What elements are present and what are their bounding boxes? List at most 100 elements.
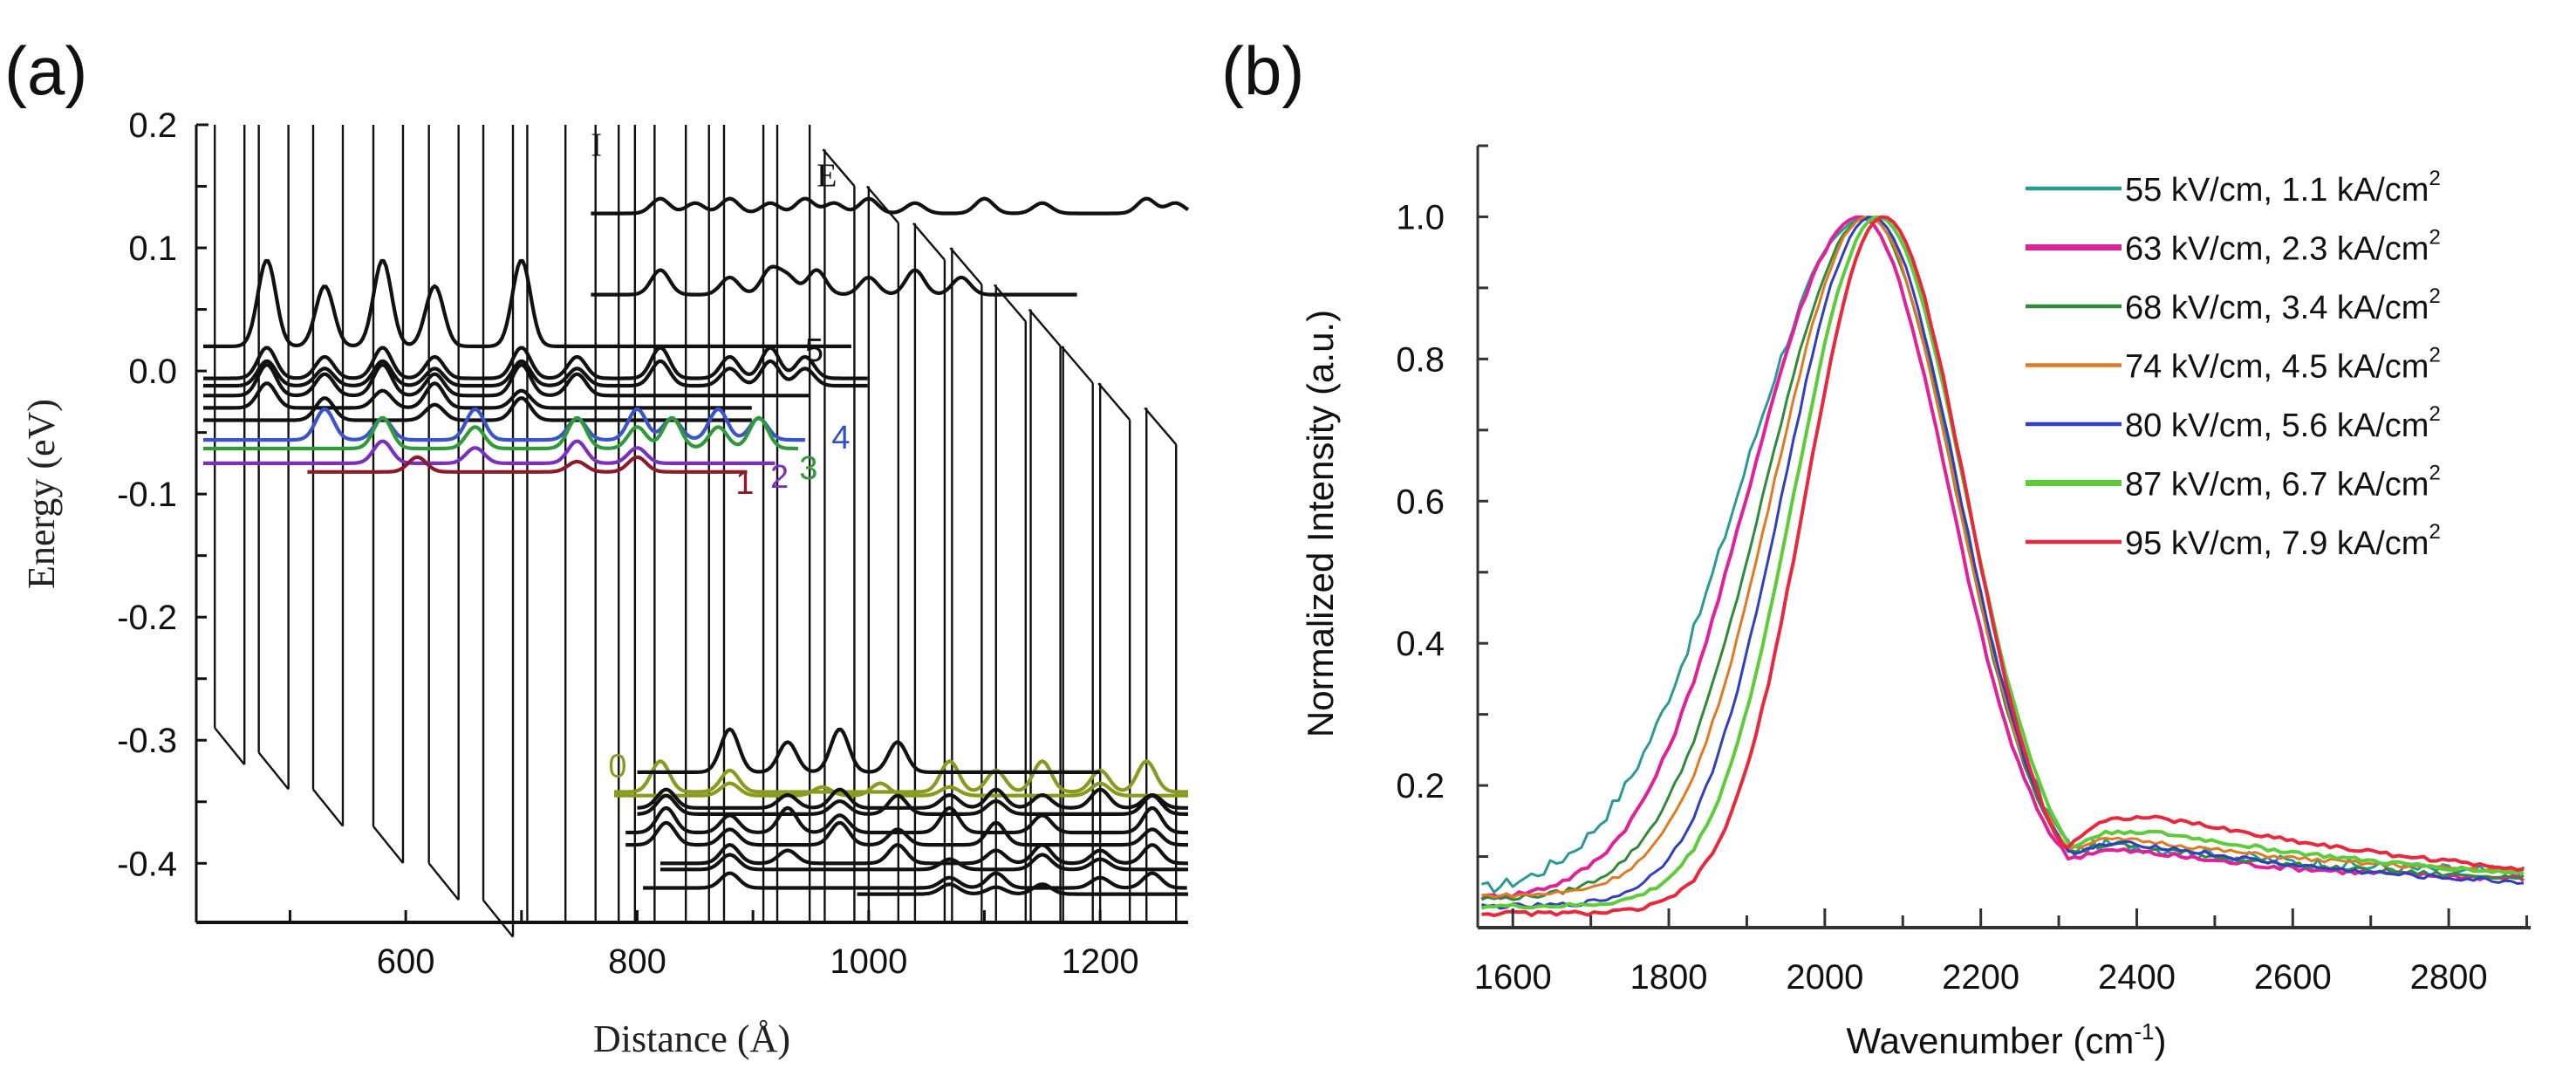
- well-slope-line: [1060, 346, 1094, 384]
- state-labels: 0 1 2 34 5: [608, 332, 850, 785]
- legend-label: 68 kV/cm, 3.4 kA/cm2: [2125, 284, 2441, 326]
- wavefunction-state-5c: [203, 359, 868, 388]
- y-axis-title-b: Normalized Intensity (a.u.): [1300, 310, 1341, 737]
- x-axis-title-b-main: Wavenumber (cm: [1847, 1020, 2135, 1061]
- state-label-2: 2: [770, 459, 789, 496]
- x-tick-label-b: 2200: [1942, 958, 2019, 997]
- y-tick-label-b: 0.4: [1396, 625, 1445, 663]
- legend-item: 68 kV/cm, 3.4 kA/cm2: [2026, 284, 2441, 326]
- wavefunction-black-d: [203, 363, 810, 398]
- y-tick-label-a: -0.1: [117, 476, 177, 514]
- wavefunction-state-4: [203, 408, 805, 442]
- y-tick-label-b: 1.0: [1396, 198, 1445, 236]
- wavefunction-state-0a: [613, 759, 1188, 794]
- x-tick-label-a: 1200: [1062, 942, 1139, 981]
- legend-label-sup: 2: [2429, 284, 2440, 308]
- x-axis-title-b-end: ): [2154, 1020, 2166, 1061]
- y-tick-label-a: 0.2: [128, 106, 177, 145]
- y-tick-label-a: -0.3: [117, 722, 177, 760]
- y-tick-label-a: -0.4: [117, 845, 177, 883]
- x-tick-label-a: 1000: [830, 942, 907, 981]
- legend-label-sup: 2: [2429, 167, 2440, 190]
- region-label: E: [817, 158, 837, 195]
- well-slope-line: [949, 247, 983, 285]
- wavefunction-series: [203, 196, 1190, 896]
- wavefunction-lower-i: [857, 882, 1188, 896]
- well-slope-line: [1028, 308, 1062, 347]
- panel-label-b: (b): [1221, 32, 1304, 109]
- spectra-series: [1480, 215, 2525, 917]
- x-tick-label-b: 2400: [2098, 958, 2176, 997]
- legend-label: 87 kV/cm, 6.7 kA/cm2: [2125, 462, 2441, 504]
- state-label-0: 0: [608, 749, 626, 785]
- legend-label-main: 80 kV/cm, 5.6 kA/cm: [2125, 408, 2429, 444]
- legend-label-main: 74 kV/cm, 4.5 kA/cm: [2125, 349, 2429, 386]
- x-tick-label-b: 1800: [1630, 958, 1708, 997]
- legend-item: 87 kV/cm, 6.7 kA/cm2: [2026, 462, 2441, 504]
- wavefunction-state-0b: [613, 781, 1188, 798]
- y-tick-label-b: 0.6: [1396, 483, 1445, 521]
- x-tick-label-b: 2000: [1786, 958, 1863, 997]
- legend-label: 63 kV/cm, 2.3 kA/cm2: [2125, 226, 2441, 268]
- state-label-4: 4: [831, 420, 850, 456]
- state-label-3: 3: [799, 450, 817, 487]
- legend-label: 74 kV/cm, 4.5 kA/cm2: [2125, 344, 2441, 386]
- legend-item: 80 kV/cm, 5.6 kA/cm2: [2026, 402, 2441, 444]
- legend-label: 80 kV/cm, 5.6 kA/cm2: [2125, 402, 2441, 444]
- panel-b-axes: [1476, 144, 2531, 929]
- legend-label: 95 kV/cm, 7.9 kA/cm2: [2125, 520, 2441, 562]
- wavefunction-black-f: [203, 396, 752, 422]
- wavefunction-state-1: [307, 455, 748, 474]
- panel-a-axes: [195, 123, 1188, 924]
- region-label: I: [591, 127, 602, 163]
- state-label-5: 5: [805, 332, 823, 369]
- legend-label-main: 55 kV/cm, 1.1 kA/cm: [2125, 172, 2429, 209]
- x-tick-label-a: 800: [608, 942, 666, 981]
- well-slope-line: [372, 826, 404, 864]
- spectrum-series-5: [1481, 216, 2525, 910]
- wavefunction-state-5b: [203, 346, 868, 380]
- x-tick-label-b: 1600: [1474, 958, 1552, 997]
- region-labels: IE: [591, 127, 837, 194]
- y-tick-label-a: 0.1: [128, 230, 177, 268]
- well-slope-line: [865, 185, 899, 224]
- legend-label-main: 68 kV/cm, 3.4 kA/cm: [2125, 290, 2429, 326]
- wavefunction-lower-d: [625, 805, 1188, 835]
- wavefunction-state-3: [203, 415, 798, 451]
- x-tick-label-a: 600: [377, 942, 435, 981]
- wavefunction-upper-2: [591, 264, 1077, 297]
- wavefunction-lower-f: [660, 842, 1188, 866]
- well-slope-line: [312, 788, 344, 827]
- y-tick-label-a: 0.0: [128, 353, 177, 391]
- wavefunction-lower-h: [643, 871, 1187, 890]
- wavefunction-upper-1: [591, 196, 1190, 216]
- well-slope-line: [427, 862, 460, 901]
- x-axis-title-b: Wavenumber (cm-1): [1847, 1018, 2167, 1061]
- y-tick-label-a: -0.2: [117, 599, 177, 637]
- panel-a-tick-labels: 0.2 0.1 0.0 -0.1 -0.2 -0.3 -0.4 600 800 1000 1200: [117, 106, 1139, 981]
- legend-label: 55 kV/cm, 1.1 kA/cm2: [2125, 167, 2441, 209]
- legend-label-main: 87 kV/cm, 6.7 kA/cm: [2125, 467, 2429, 504]
- wavefunction-lower-g: [660, 853, 1188, 872]
- panel-label-a: (a): [4, 32, 87, 109]
- legend-label-sup: 2: [2429, 226, 2440, 250]
- spectrum-series-4: [1481, 216, 2525, 899]
- x-axis-title-a: Distance (Å): [593, 1018, 790, 1060]
- well-slope-line: [214, 727, 246, 765]
- legend-label-sup: 2: [2429, 462, 2440, 485]
- legend-item: 74 kV/cm, 4.5 kA/cm2: [2026, 344, 2441, 386]
- well-slope-line: [912, 223, 946, 261]
- wavefunction-black-e: [203, 381, 752, 410]
- spectrum-series-7: [1481, 215, 2525, 917]
- legend-item: 63 kV/cm, 2.3 kA/cm2: [2026, 226, 2441, 268]
- wavefunction-lower-e: [625, 820, 1188, 847]
- y-tick-label-b: 0.8: [1396, 340, 1445, 379]
- legend-item: 55 kV/cm, 1.1 kA/cm2: [2026, 167, 2441, 209]
- well-slope-line: [257, 751, 290, 791]
- legend-label-main: 63 kV/cm, 2.3 kA/cm: [2125, 231, 2429, 268]
- y-tick-label-b: 0.2: [1396, 767, 1445, 805]
- state-label-1: 1: [735, 465, 754, 502]
